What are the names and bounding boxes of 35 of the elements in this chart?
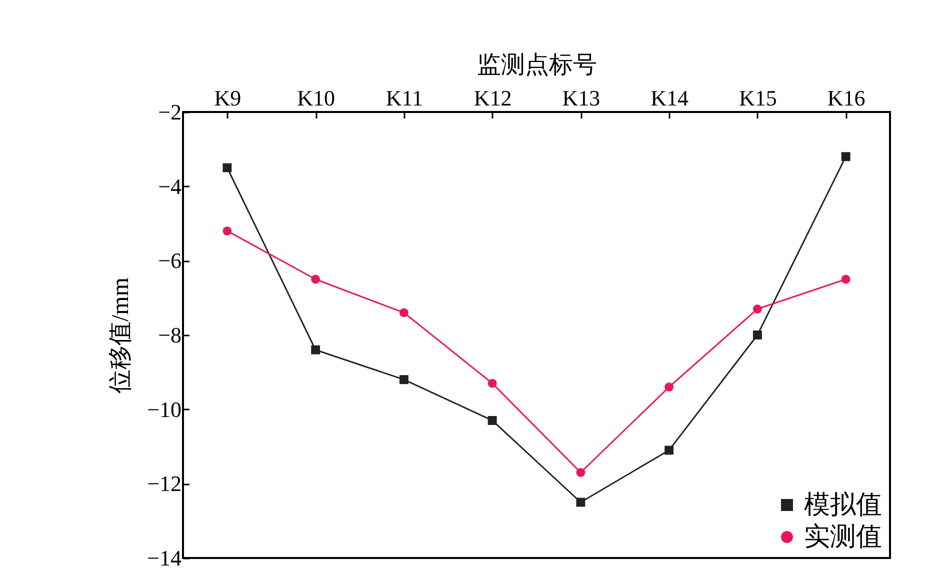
point	[311, 345, 320, 354]
x-tick-label: K9	[214, 86, 242, 110]
point	[664, 382, 674, 392]
y-tick-label: −4	[158, 174, 182, 199]
x-axis-title: 监测点标号	[477, 52, 597, 78]
y-axis-title: 位移值/mm	[108, 277, 134, 394]
y-tick-label: −12	[147, 471, 182, 496]
point	[311, 274, 320, 284]
point	[576, 498, 586, 507]
point	[488, 378, 497, 388]
x-tick-label: K11	[386, 86, 423, 110]
x-tick-label: K16	[827, 86, 866, 110]
point	[399, 308, 408, 318]
point	[664, 446, 674, 455]
x-tick-label: K15	[738, 86, 777, 110]
legend-label: 实测值	[804, 522, 882, 551]
point	[752, 304, 762, 314]
x-tick-label: K14	[650, 86, 689, 110]
point	[399, 375, 408, 384]
point	[752, 330, 762, 340]
y-tick-label: −6	[158, 248, 182, 274]
point	[841, 152, 850, 162]
y-tick-label: −2	[158, 100, 182, 124]
y-tick-label: −10	[147, 396, 182, 422]
x-tick-label: K13	[562, 86, 600, 110]
legend-label: 模拟值	[804, 490, 882, 519]
y-tick-label: −8	[158, 322, 182, 348]
x-tick-label: K10	[297, 86, 336, 110]
y-tick-label: −14	[147, 546, 182, 570]
point	[488, 416, 497, 425]
point	[841, 274, 850, 284]
x-tick-label: K12	[474, 86, 512, 110]
point	[222, 226, 232, 236]
point	[222, 163, 232, 172]
point	[576, 468, 586, 477]
